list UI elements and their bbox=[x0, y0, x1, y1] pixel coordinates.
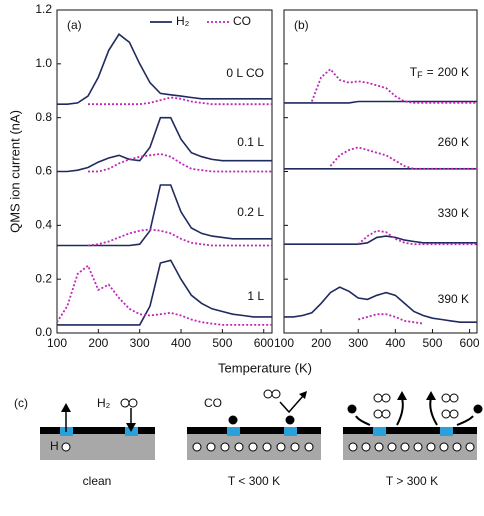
molecule bbox=[263, 389, 273, 399]
arrow bbox=[396, 397, 404, 426]
annotation-part: = bbox=[427, 65, 434, 79]
atom bbox=[61, 442, 71, 452]
substrate bbox=[40, 434, 155, 460]
y-axis-label: QMS ion current (nA) bbox=[7, 110, 22, 233]
annotation: 0 L CO bbox=[226, 66, 264, 80]
x-tick-label: 100 bbox=[47, 336, 67, 350]
y-tick-label: 1.2 bbox=[35, 2, 52, 16]
line bbox=[284, 235, 477, 245]
annotation-part: T bbox=[410, 65, 418, 79]
line bbox=[357, 313, 424, 325]
diagram: (c) H H₂ clean CO T < 300 K bbox=[14, 389, 483, 488]
arrowhead bbox=[397, 391, 407, 400]
panel-label: (b) bbox=[294, 18, 309, 32]
molecule-label: H₂ bbox=[97, 396, 111, 410]
x-tick-label: 500 bbox=[422, 336, 442, 350]
annotation-part: F bbox=[417, 70, 423, 80]
line bbox=[57, 116, 272, 173]
arrow bbox=[456, 415, 474, 426]
line bbox=[284, 100, 477, 104]
adsorbate bbox=[347, 404, 357, 414]
x-tick-label: 600 bbox=[254, 336, 274, 350]
caption: T < 300 K bbox=[228, 474, 280, 488]
line bbox=[87, 228, 272, 247]
arrowhead bbox=[126, 423, 136, 432]
atom-label: H bbox=[50, 439, 59, 453]
adsorbate bbox=[473, 404, 483, 414]
panel-label: (c) bbox=[14, 396, 28, 410]
x-tick-label: 300 bbox=[348, 336, 368, 350]
atoms bbox=[348, 442, 475, 452]
x-tick-label: 100 bbox=[274, 336, 294, 350]
x-tick-label: 400 bbox=[385, 336, 405, 350]
molecule bbox=[128, 398, 138, 408]
y-tick-label: 0.2 bbox=[35, 271, 52, 285]
plot-frame bbox=[283, 9, 478, 334]
surface bbox=[343, 427, 477, 434]
line bbox=[57, 259, 272, 326]
arrow bbox=[279, 395, 304, 414]
line bbox=[284, 286, 477, 323]
surface bbox=[40, 427, 155, 434]
arrowhead bbox=[61, 403, 71, 412]
line bbox=[56, 264, 272, 326]
y-tick-label: 0.0 bbox=[35, 325, 52, 339]
x-tick-label: 600 bbox=[460, 336, 480, 350]
arrow bbox=[429, 397, 438, 426]
annotation: 1 L bbox=[247, 289, 264, 303]
site bbox=[440, 427, 453, 436]
annotation: TF = 200 K bbox=[410, 65, 469, 80]
caption: clean bbox=[83, 474, 112, 488]
caption: T > 300 K bbox=[386, 474, 438, 488]
annotation: 0.2 L bbox=[237, 205, 264, 219]
molecule bbox=[271, 389, 281, 399]
y-tick-label: 0.6 bbox=[35, 164, 52, 178]
x-tick-label: 400 bbox=[171, 336, 191, 350]
annotation: 260 K bbox=[438, 135, 469, 149]
legend-label: CO bbox=[233, 14, 251, 28]
y-tick-label: 1.0 bbox=[35, 56, 52, 70]
annotation-text: 200 K bbox=[438, 65, 469, 79]
x-tick-label: 300 bbox=[130, 336, 150, 350]
y-tick-label: 0.8 bbox=[35, 110, 52, 124]
line bbox=[310, 67, 477, 104]
molecule bbox=[120, 398, 130, 408]
x-tick-label: 200 bbox=[88, 336, 108, 350]
line bbox=[88, 96, 272, 106]
legend-label: H₂ bbox=[176, 14, 190, 28]
molecules bbox=[373, 393, 459, 419]
x-tick-label: 200 bbox=[311, 336, 331, 350]
line bbox=[329, 146, 477, 170]
site bbox=[284, 427, 297, 436]
adsorbate-label: CO bbox=[204, 396, 222, 410]
y-tick-label: 0.4 bbox=[35, 218, 52, 232]
adsorbate bbox=[285, 415, 295, 425]
surface bbox=[187, 427, 321, 434]
x-tick-label: 500 bbox=[212, 336, 232, 350]
line bbox=[88, 153, 272, 173]
adsorbate bbox=[228, 415, 238, 425]
site bbox=[373, 427, 386, 436]
annotation: 0.1 L bbox=[237, 135, 264, 149]
atoms bbox=[192, 442, 314, 452]
annotation: 330 K bbox=[438, 206, 469, 220]
arrowhead bbox=[426, 391, 436, 400]
site bbox=[125, 427, 138, 436]
arrowhead bbox=[299, 391, 307, 399]
annotation: 390 K bbox=[438, 292, 469, 306]
panel-label: (a) bbox=[67, 18, 82, 32]
arrow bbox=[355, 415, 371, 426]
x-axis-label: Temperature (K) bbox=[218, 360, 312, 375]
line bbox=[57, 33, 272, 105]
site bbox=[227, 427, 240, 436]
line bbox=[357, 229, 477, 246]
